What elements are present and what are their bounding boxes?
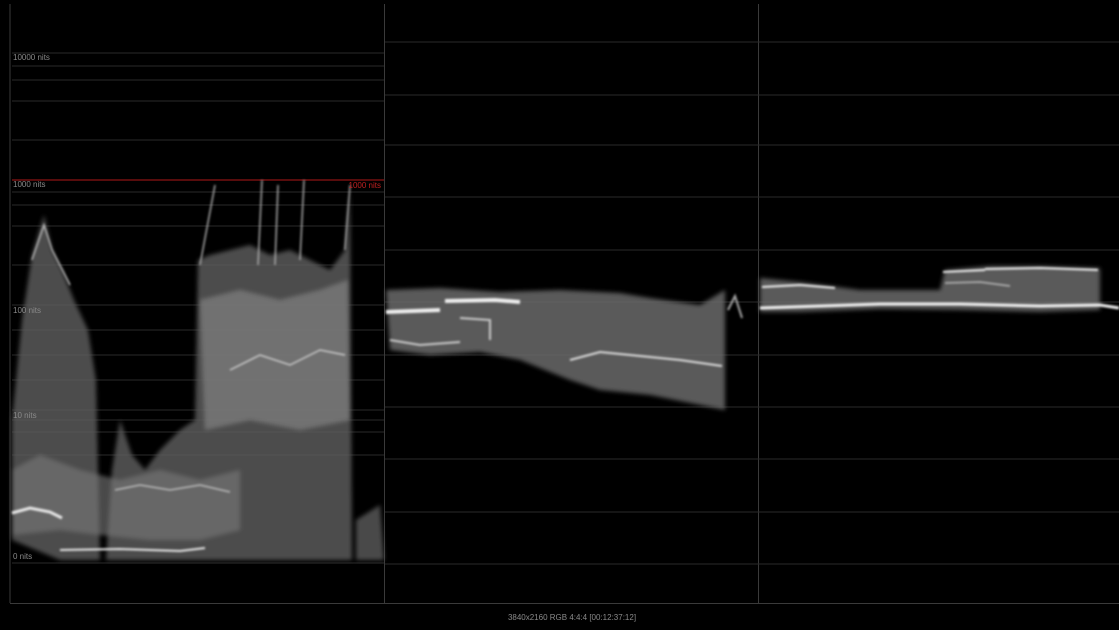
scale-label: 100 nits: [13, 306, 41, 315]
page: {"scale_labels": ["10000 nits", "1000 ni…: [0, 0, 1119, 630]
waveform-monitor: 10000 nits 1000 nits 100 nits 10 nits 0 …: [0, 0, 1119, 630]
reference-label: 1000 nits: [349, 181, 381, 190]
scale-label: 10 nits: [13, 411, 37, 420]
scale-label: 1000 nits: [13, 180, 45, 189]
scale-label: 0 nits: [13, 552, 32, 561]
status-text: 3840x2160 RGB 4:4:4 [00:12:37:12]: [508, 613, 636, 622]
scale-label: 10000 nits: [13, 53, 50, 62]
